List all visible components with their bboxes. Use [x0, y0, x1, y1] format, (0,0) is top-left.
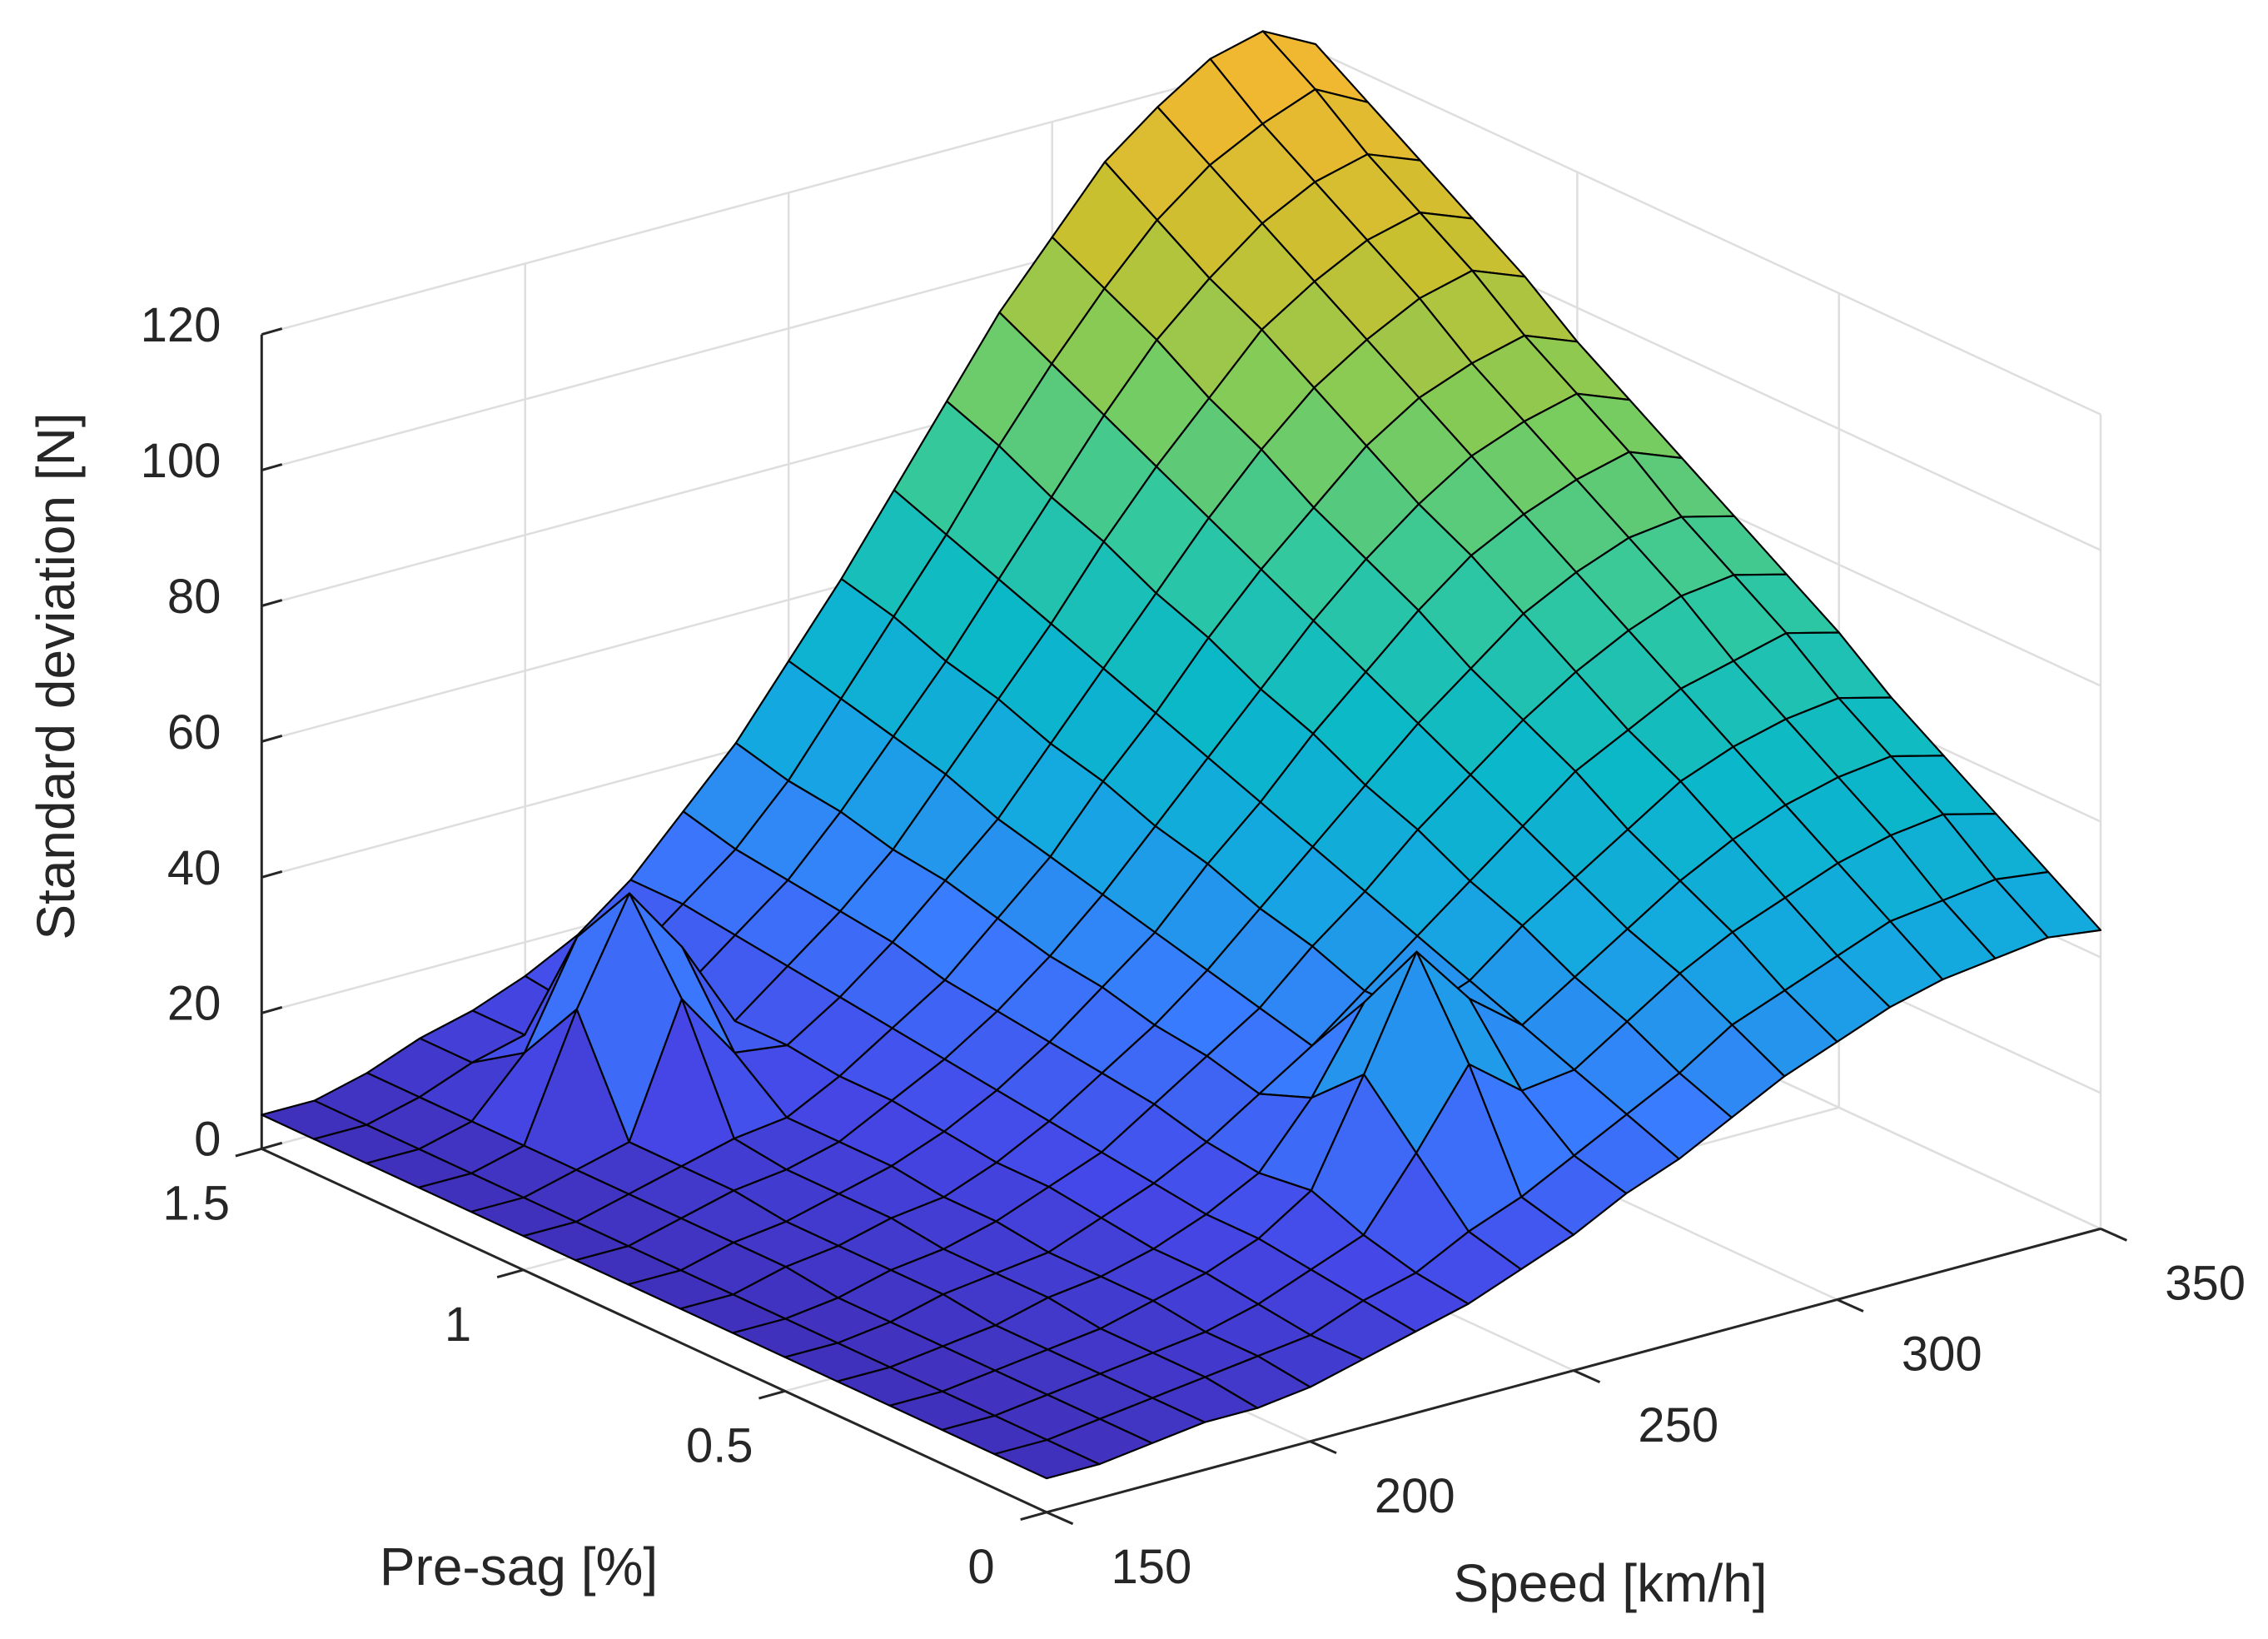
x-tick-label: 350	[2165, 1257, 2246, 1311]
z-tick	[261, 1141, 283, 1150]
x-tick-label: 300	[1902, 1328, 1982, 1382]
y-tick	[496, 1268, 524, 1279]
x-tick-label: 250	[1638, 1398, 1718, 1452]
z-tick	[261, 869, 283, 879]
z-tick-label: 40	[167, 841, 221, 895]
y-tick	[758, 1389, 786, 1400]
x-axis-title: Speed [km/h]	[1453, 1553, 1767, 1613]
z-tick	[261, 735, 283, 743]
x-axis-line	[1046, 1227, 2101, 1514]
surface-face	[993, 1438, 1101, 1480]
y-tick	[235, 1147, 262, 1158]
z-tick-label: 120	[141, 298, 221, 352]
grid-line	[1315, 49, 2101, 416]
z-tick	[261, 599, 283, 607]
y-tick-label: 1.5	[162, 1177, 230, 1231]
x-tick	[1046, 1511, 1074, 1526]
z-tick	[261, 463, 283, 471]
z-tick-label: 0	[194, 1113, 221, 1167]
z-axis-title: Standard deviation [N]	[26, 412, 86, 939]
y-axis-line	[261, 1147, 1047, 1514]
z-tick-label: 100	[141, 434, 221, 488]
z-tick-label: 60	[167, 705, 221, 760]
z-tick-label: 80	[167, 570, 221, 624]
y-tick-label: 0	[967, 1540, 994, 1594]
x-tick-label: 150	[1111, 1540, 1191, 1594]
surface	[261, 30, 2102, 1480]
z-tick-label: 20	[167, 977, 221, 1031]
x-tick	[1573, 1369, 1601, 1383]
y-tick-label: 0.5	[686, 1419, 754, 1473]
labels: 0 20 40 60 80 100 120 150 200 250 300 350 0 0.5 1 1.5	[141, 298, 2246, 1594]
axes	[235, 327, 2128, 1526]
x-tick	[1836, 1298, 1864, 1313]
x-tick	[2100, 1227, 2128, 1242]
z-tick	[261, 327, 283, 336]
x-tick-label: 200	[1375, 1469, 1455, 1523]
x-tick	[1309, 1440, 1337, 1455]
z-tick	[261, 1005, 283, 1014]
y-axis-title: Pre-sag [%]	[380, 1537, 658, 1597]
y-tick-label: 1	[445, 1298, 471, 1352]
y-tick	[1020, 1511, 1047, 1522]
